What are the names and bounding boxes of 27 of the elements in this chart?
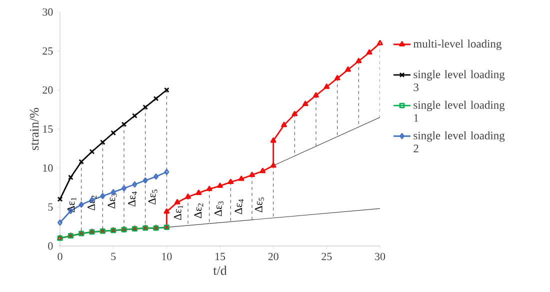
x-tick-label: 30 [375,252,386,260]
legend-label: single level loading 1 [414,100,505,122]
x-tick-label: 15 [215,252,226,260]
x-axis-title: t/d [213,266,227,275]
annotation: Δε$_{4}$ [128,191,137,206]
y-tick-label: 15 [43,125,53,133]
y-tick-label: 20 [42,86,53,94]
x-tick-label: 25 [322,252,332,260]
x-tick-label: 0 [58,252,62,260]
legend-label: single level loading 3 [414,70,505,92]
annotation: Δε$_{5}$ [148,190,158,204]
x-tick-label: 20 [268,252,278,260]
annotation: Δε$_{4}$ [234,199,244,214]
y-tick-label: 25 [42,47,53,55]
annotation: Δε$_{3}$ [214,201,224,216]
y-tick-label: 10 [43,164,53,172]
y-tick-label: 0 [48,242,53,250]
y-axis-title: strain/% [30,108,39,150]
annotation: Δε$_{5}$ [255,197,264,212]
legend-label: single level loading 2 [414,131,505,152]
annotation: Δε$_{1}$ [174,205,183,220]
x-tick-label: 5 [111,252,116,260]
annotation: Δε$_{2}$ [194,203,204,218]
x-tick-label: 10 [162,252,172,260]
y-tick-label: 5 [48,203,53,211]
y-tick-label: 30 [42,8,53,16]
legend-label: multi-level loading [413,40,502,50]
